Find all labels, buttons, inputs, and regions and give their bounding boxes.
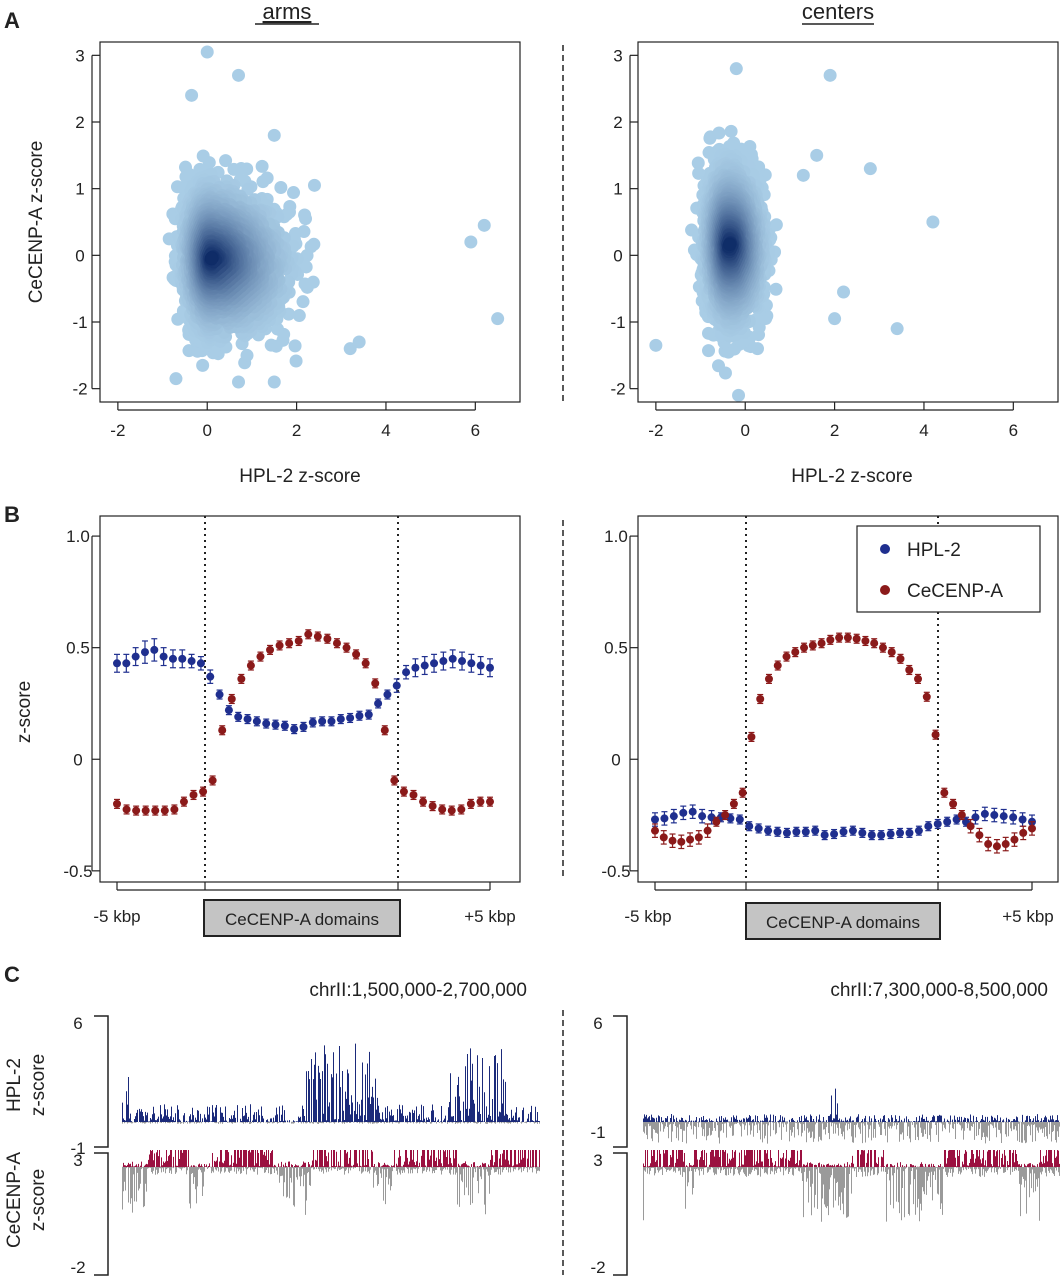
y-tick-label: 2 (75, 113, 84, 132)
scatter-point (298, 277, 312, 291)
scatter-point (702, 344, 716, 358)
scatter-point (255, 159, 269, 173)
scatter-point (287, 186, 301, 200)
scatter-point (352, 335, 366, 349)
scatter-point (267, 375, 281, 389)
scatter-point (185, 88, 199, 102)
panel-label-c: C (4, 962, 20, 987)
scatter-arms-title: arms (263, 0, 312, 24)
scatter-point (205, 251, 219, 265)
scatter-point (477, 218, 491, 232)
scatter-arms-ylabel: CeCENP-A z-score (26, 141, 47, 304)
scatter-point (240, 348, 254, 362)
panel-label-a: A (4, 8, 20, 33)
scatter-point (711, 359, 725, 373)
scatter-point (264, 338, 278, 352)
scatter-point (289, 354, 303, 368)
scatter-point (267, 128, 281, 142)
y-tick-label: 1 (75, 180, 84, 199)
scatter-point (712, 126, 726, 140)
scatter-point (307, 178, 321, 192)
scatter-point (769, 282, 783, 296)
x-tick-label: 0 (202, 421, 211, 440)
scatter-arms-xlabel: HPL-2 z-score (239, 466, 360, 487)
y-tick-label: -2 (72, 380, 87, 399)
scatter-point (724, 124, 738, 138)
scatter-point (169, 372, 183, 386)
scatter-point (219, 154, 233, 168)
x-tick-label: 4 (381, 421, 390, 440)
scatter-point (232, 375, 246, 389)
scatter-point (227, 162, 241, 176)
scatter-point (200, 45, 214, 59)
scatter-point (232, 68, 246, 82)
scatter-point (296, 295, 310, 309)
scatter-point (691, 156, 705, 170)
x-tick-label: -2 (110, 421, 125, 440)
x-tick-label: 6 (471, 421, 480, 440)
y-tick-label: 0 (75, 246, 84, 265)
scatter-point (274, 180, 288, 194)
scatter-point (256, 175, 270, 189)
plot-frame (99, 41, 521, 403)
scatter-point (271, 322, 285, 336)
scatter-arms: -2 0 2 4 6 -2 -1 0 1 2 3 arms HPL-2 z-score CeCENP… (26, 0, 521, 487)
y-tick-label: 3 (75, 46, 84, 65)
x-tick-label: 2 (292, 421, 301, 440)
scatter-point (196, 358, 210, 372)
scatter-point (464, 235, 478, 249)
scatter-point (292, 309, 306, 323)
scatter-point (343, 342, 357, 356)
scatter-point (491, 312, 505, 326)
panel-label-b: B (4, 502, 20, 527)
scatter-point (299, 212, 313, 226)
scatter-point (288, 339, 302, 353)
y-tick-label: -1 (72, 313, 87, 332)
